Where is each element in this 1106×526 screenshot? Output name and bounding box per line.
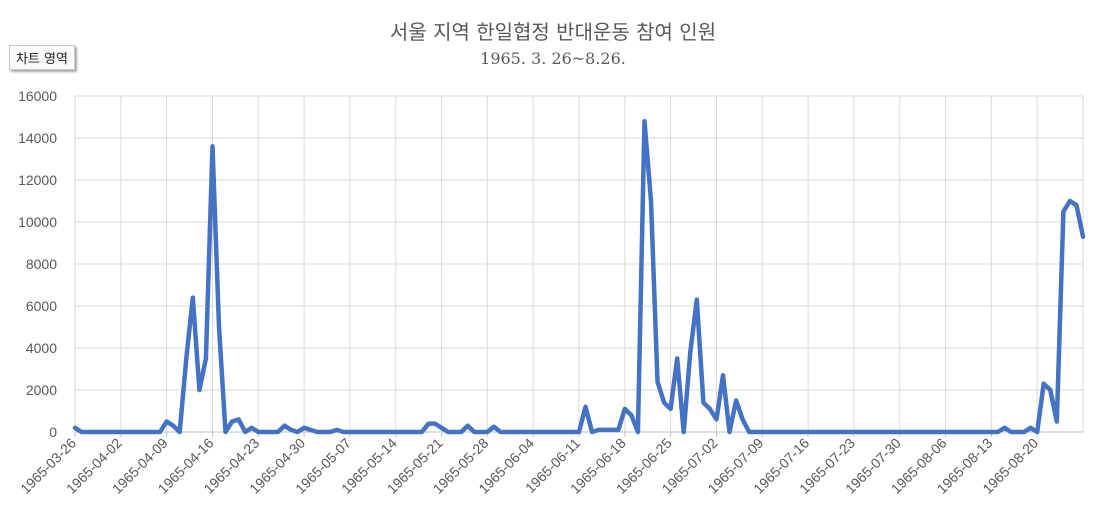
y-tick-label: 14000: [18, 130, 57, 146]
series-line: [72, 118, 1086, 435]
y-tick-label: 16000: [18, 88, 57, 104]
y-tick-label: 6000: [26, 298, 57, 314]
y-tick-label: 8000: [26, 256, 57, 272]
y-tick-label: 4000: [26, 340, 57, 356]
chart-subtitle: 1965. 3. 26~8.26.: [480, 49, 626, 68]
y-tick-label: 10000: [18, 214, 57, 230]
chart-title: 서울 지역 한일협정 반대운동 참여 인원: [389, 20, 717, 44]
chart-area-button[interactable]: 차트 영역: [9, 45, 75, 70]
y-tick-label: 2000: [26, 382, 57, 398]
y-tick-label: 12000: [18, 172, 57, 188]
y-tick-label: 0: [49, 424, 57, 440]
